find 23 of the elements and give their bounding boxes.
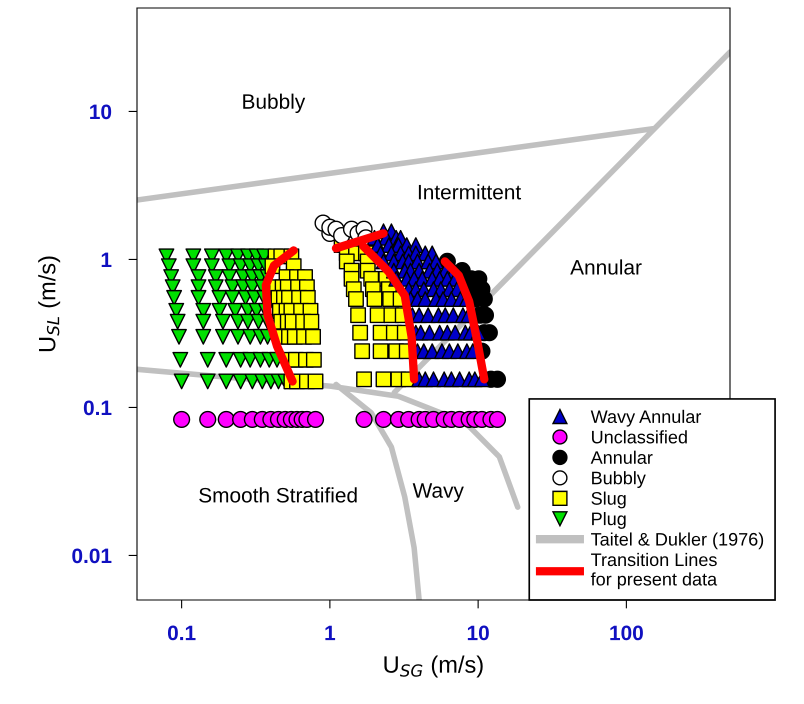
annotation: Wavy bbox=[412, 483, 464, 502]
legend-label: Plug bbox=[592, 512, 626, 529]
annotation: Bubbly bbox=[243, 94, 306, 114]
x-tick-label: 0.1 bbox=[168, 626, 196, 640]
legend-label: Wavy Annular bbox=[590, 410, 702, 427]
x-tick-label: 10 bbox=[468, 626, 489, 640]
legend-label: Slug bbox=[591, 492, 626, 508]
legend-label: Bubbly bbox=[592, 471, 646, 488]
annotation: Intermittent bbox=[418, 184, 522, 200]
y-axis-title: U$_{SL}$ (m/s) bbox=[38, 256, 60, 352]
legend-label: Transition Lines for present data bbox=[590, 552, 718, 590]
legend-label: Unclassified bbox=[592, 430, 687, 444]
y-tick-label: 10 bbox=[90, 104, 112, 120]
y-tick-label: 1 bbox=[102, 252, 112, 267]
annotation: Smooth Stratified bbox=[199, 487, 357, 503]
y-tick-label: 0.01 bbox=[72, 548, 112, 564]
legend-label: Taitel & Dukler (1976) bbox=[591, 532, 764, 550]
legend-label: Annular bbox=[590, 450, 653, 464]
y-tick-label: 0.1 bbox=[84, 400, 112, 416]
x-tick-label: 100 bbox=[610, 626, 643, 640]
x-axis-title: U$_{SG}$ (m/s) bbox=[384, 656, 483, 678]
x-tick-label: 1 bbox=[325, 626, 336, 640]
annotation: Annular bbox=[570, 259, 642, 275]
